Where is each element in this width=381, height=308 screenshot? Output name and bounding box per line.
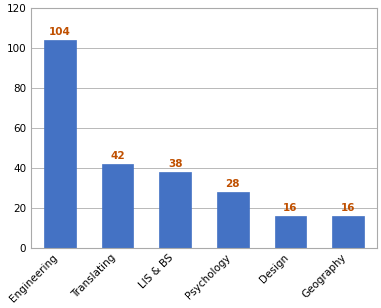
Text: 16: 16 [341, 203, 355, 213]
Bar [44, 40, 76, 248]
Bar [332, 216, 364, 248]
Text: 16: 16 [283, 203, 298, 213]
Bar [217, 192, 248, 248]
Bar [102, 164, 133, 248]
Text: 104: 104 [49, 27, 71, 37]
Text: 42: 42 [110, 151, 125, 161]
Bar [275, 216, 306, 248]
Text: 28: 28 [226, 179, 240, 189]
Bar [159, 172, 191, 248]
Text: 38: 38 [168, 159, 182, 169]
